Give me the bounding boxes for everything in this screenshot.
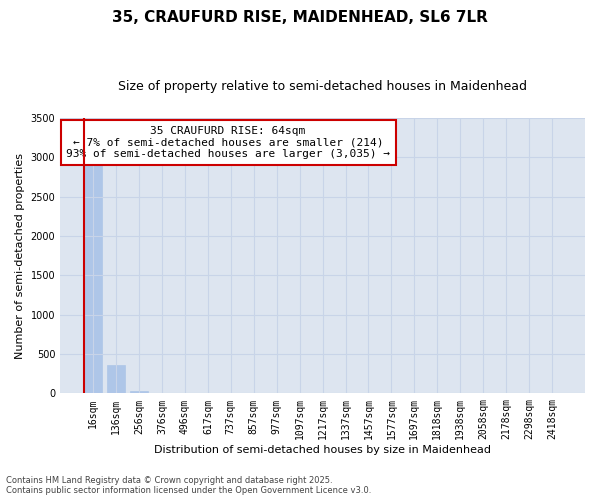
Bar — [107, 365, 125, 394]
Text: 35, CRAUFURD RISE, MAIDENHEAD, SL6 7LR: 35, CRAUFURD RISE, MAIDENHEAD, SL6 7LR — [112, 10, 488, 25]
Y-axis label: Number of semi-detached properties: Number of semi-detached properties — [15, 152, 25, 358]
Text: Contains HM Land Registry data © Crown copyright and database right 2025.
Contai: Contains HM Land Registry data © Crown c… — [6, 476, 371, 495]
Bar — [84, 165, 103, 394]
Title: Size of property relative to semi-detached houses in Maidenhead: Size of property relative to semi-detach… — [118, 80, 527, 93]
Bar — [130, 392, 148, 394]
X-axis label: Distribution of semi-detached houses by size in Maidenhead: Distribution of semi-detached houses by … — [154, 445, 491, 455]
Text: 35 CRAUFURD RISE: 64sqm
← 7% of semi-detached houses are smaller (214)
93% of se: 35 CRAUFURD RISE: 64sqm ← 7% of semi-det… — [66, 126, 390, 159]
